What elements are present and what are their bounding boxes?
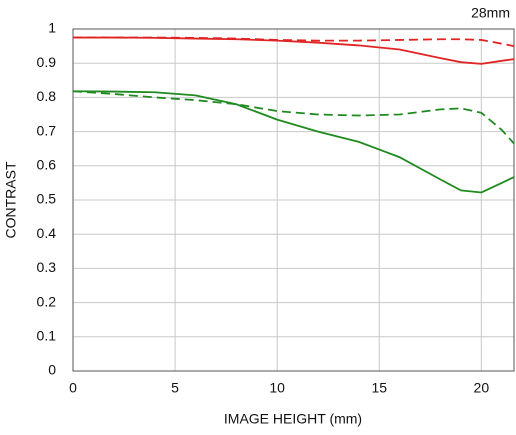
- x-tick-label: 10: [269, 380, 285, 396]
- y-tick-label: 0.8: [37, 88, 57, 104]
- y-tick-label: 0.5: [37, 191, 57, 207]
- y-tick-label: 1: [48, 20, 56, 36]
- y-tick-label: 0.1: [37, 328, 57, 344]
- y-tick-label: 0.4: [37, 225, 57, 241]
- y-tick-label: 0: [48, 362, 56, 378]
- series-line: [72, 90, 515, 145]
- y-tick-label: 0.9: [37, 54, 57, 70]
- x-tick-label: 0: [69, 380, 77, 396]
- x-tick-label: 20: [474, 380, 490, 396]
- x-tick-label: 15: [371, 380, 387, 396]
- y-tick-label: 0.6: [37, 157, 57, 173]
- series-line: [73, 36, 515, 65]
- y-tick-label: 0.3: [37, 259, 57, 275]
- series-line: [73, 36, 515, 47]
- x-tick-label: 5: [171, 380, 179, 396]
- y-tick-label: 0.7: [37, 122, 57, 138]
- plot-frame: [72, 28, 515, 372]
- x-axis-label: IMAGE HEIGHT (mm): [224, 411, 362, 427]
- y-axis-label: CONTRAST: [3, 161, 19, 238]
- series-line: [72, 90, 515, 194]
- chart-title: 28mm: [471, 5, 510, 21]
- y-tick-label: 0.2: [37, 293, 57, 309]
